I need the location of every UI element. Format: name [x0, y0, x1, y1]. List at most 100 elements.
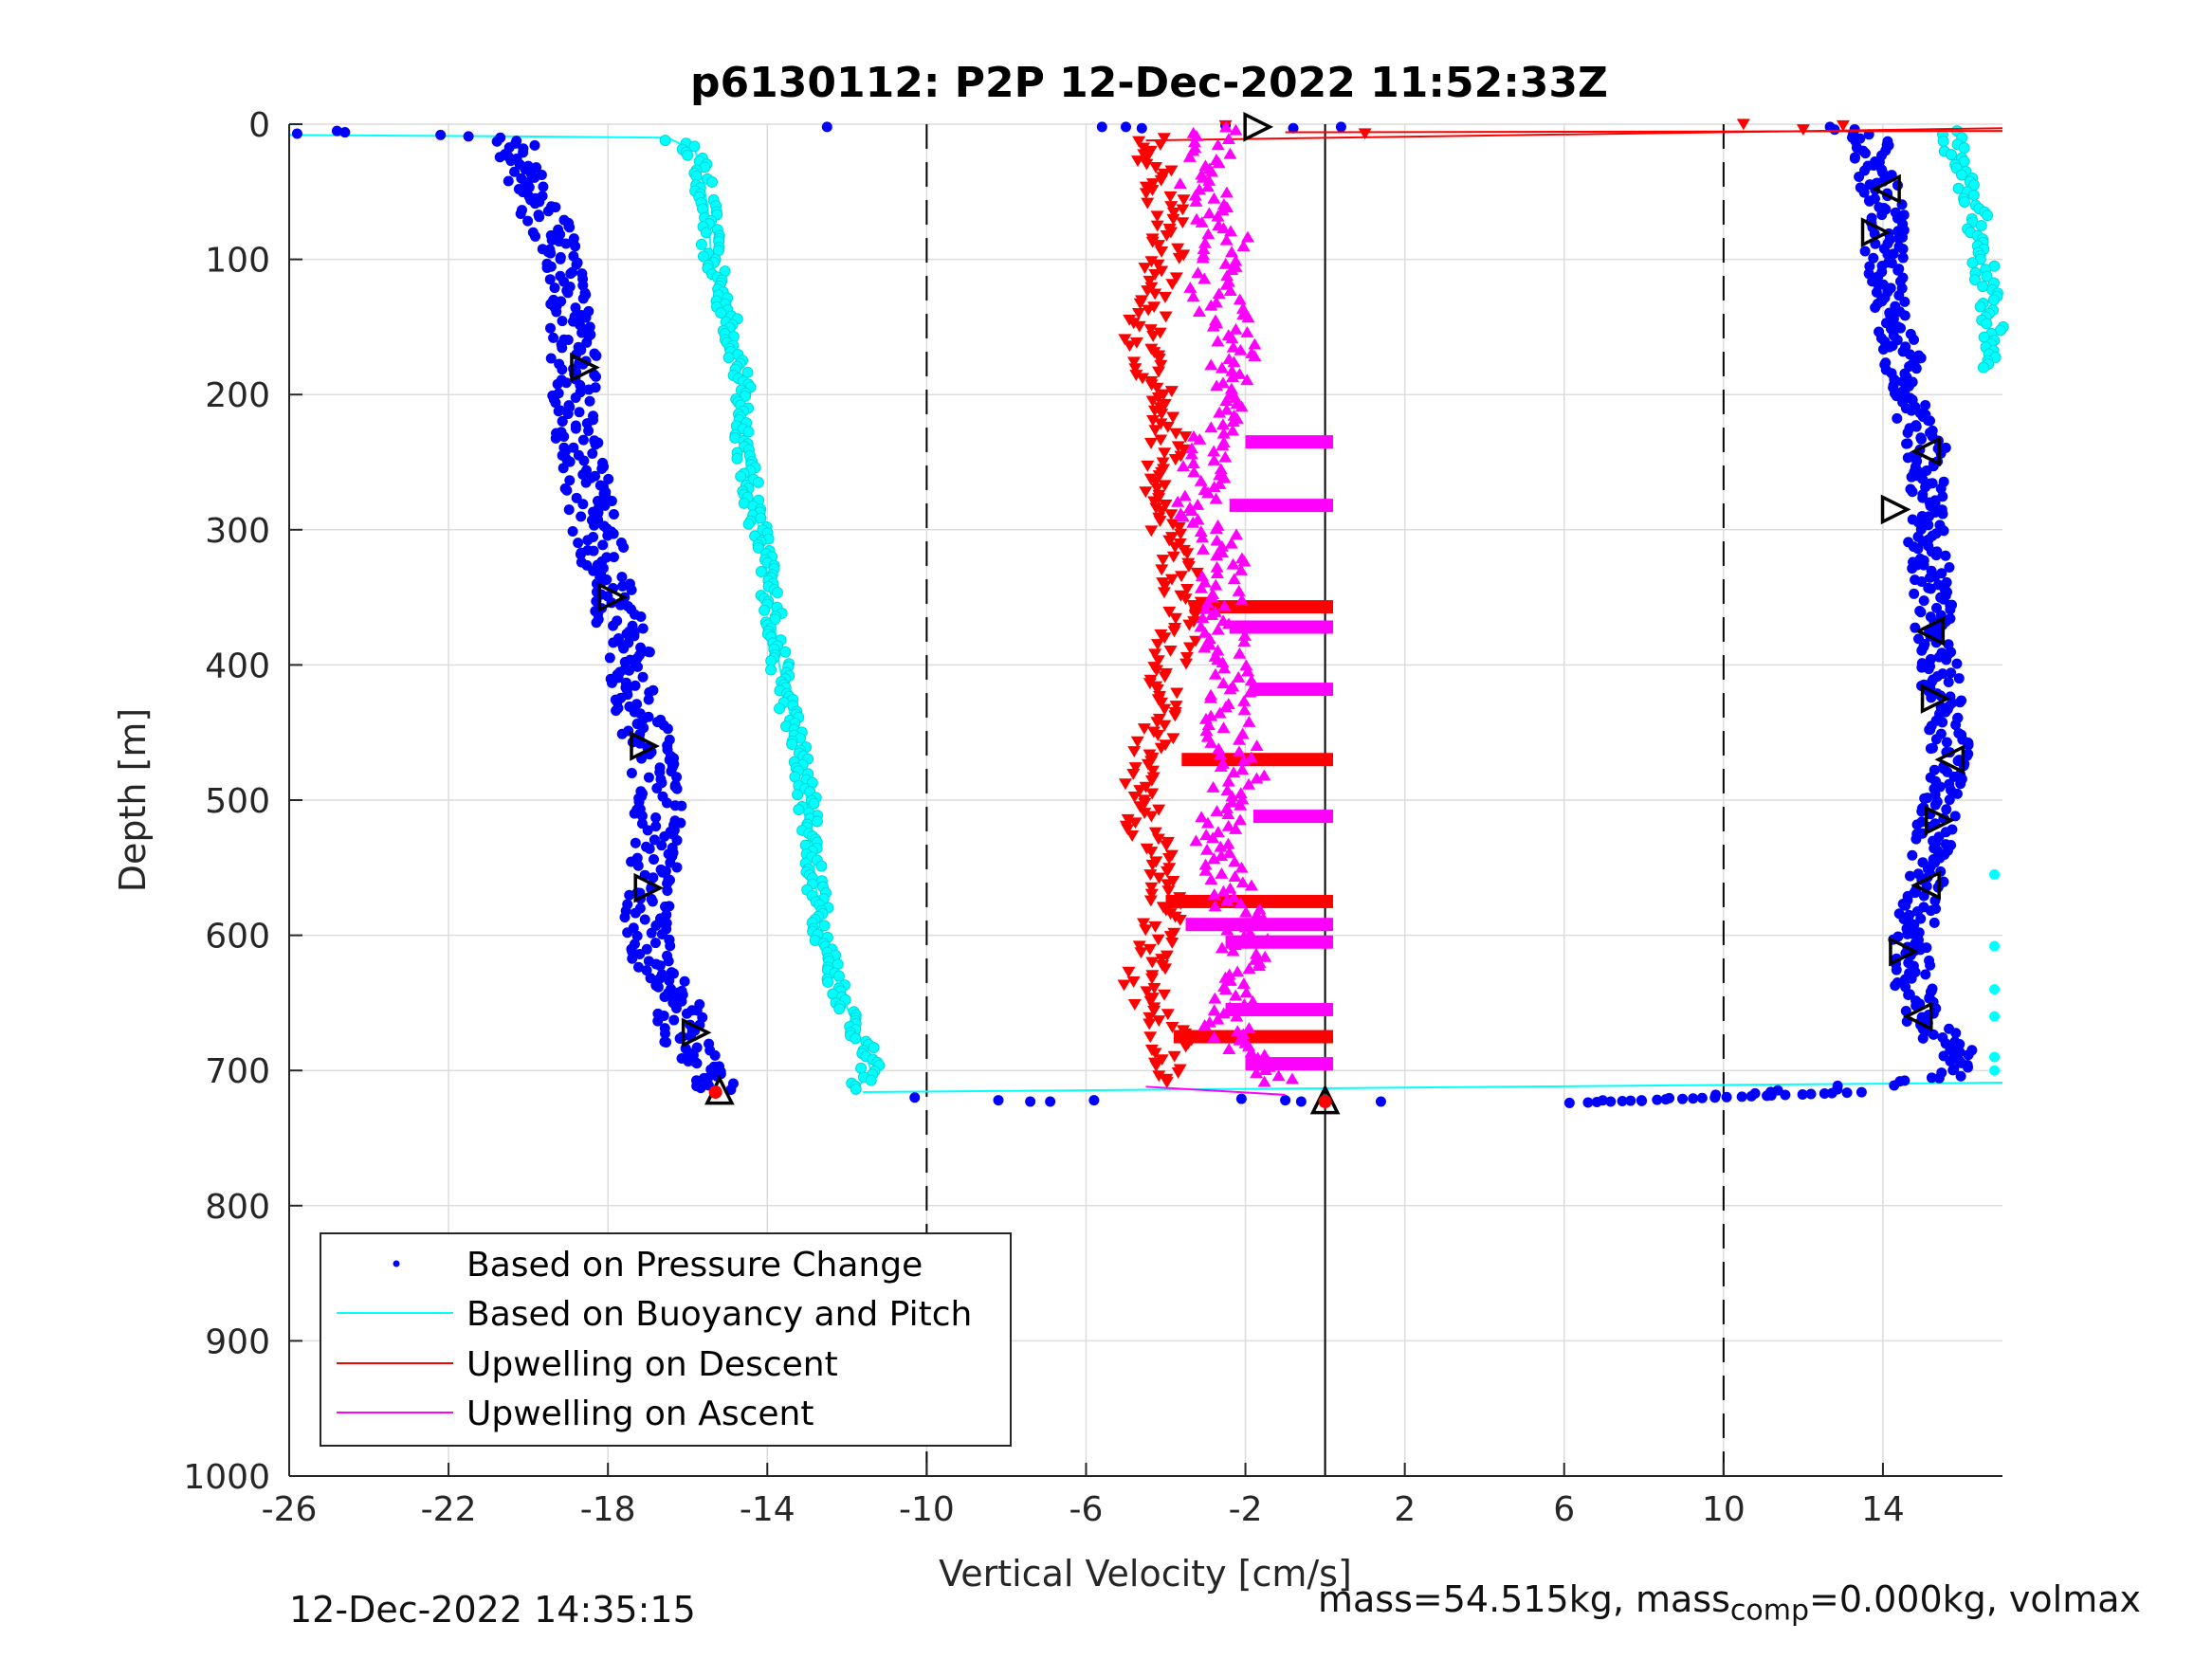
pressure-point	[560, 377, 572, 389]
descent-point	[1150, 684, 1164, 696]
pressure-point	[679, 975, 690, 987]
pressure-point	[1941, 654, 1952, 665]
descent-point	[1151, 833, 1165, 846]
ascent-point	[1244, 674, 1258, 685]
descent-point	[1141, 197, 1155, 210]
pressure-point	[635, 642, 647, 653]
buoyancy-point	[752, 476, 764, 488]
pressure-point	[1096, 121, 1107, 133]
ascent-point	[1191, 498, 1205, 510]
pressure-point	[570, 392, 581, 404]
descent-point	[1158, 580, 1172, 592]
pressure-point	[577, 499, 589, 510]
pressure-point	[538, 181, 549, 192]
ascent-point	[1225, 332, 1239, 344]
pressure-point	[1940, 550, 1951, 561]
ascent-point	[1235, 876, 1250, 888]
ascent-point	[1219, 801, 1234, 813]
descent-point	[1147, 1005, 1161, 1017]
pressure-point	[652, 981, 664, 993]
ascent-point	[1198, 602, 1213, 614]
pressure-point	[1805, 1088, 1817, 1100]
descent-point	[1139, 181, 1153, 193]
y-tick-label: 600	[205, 918, 270, 957]
pressure-point	[1902, 427, 1913, 438]
ascent-point	[1216, 439, 1230, 451]
buoyancy-point	[742, 426, 755, 438]
upwelling-band	[1245, 435, 1334, 449]
ascent-point	[1209, 522, 1223, 534]
ascent-point	[1234, 798, 1248, 811]
legend: Based on Pressure Change Based on Buoyanc…	[320, 1232, 1012, 1447]
ascent-point	[1219, 403, 1234, 415]
descent-point	[1143, 437, 1158, 449]
ascent-point	[1203, 691, 1217, 703]
ascent-point	[1235, 763, 1250, 775]
ascent-point	[1242, 715, 1256, 727]
descent-point	[1796, 124, 1810, 137]
ascent-point	[1226, 557, 1240, 570]
descent-line	[1285, 130, 2003, 134]
pressure-point	[1563, 1097, 1575, 1108]
pressure-point	[1870, 301, 1881, 313]
pressure-point	[691, 1058, 703, 1069]
pressure-point	[568, 442, 579, 453]
upwelling-band	[1225, 935, 1334, 949]
marker-triangle	[1925, 805, 1955, 836]
ascent-point	[1207, 191, 1221, 204]
descent-point	[1144, 888, 1159, 901]
pressure-point	[626, 584, 637, 595]
descent-point	[1132, 136, 1146, 148]
pressure-point	[291, 128, 302, 139]
pressure-point	[1907, 563, 1918, 574]
descent-point	[1142, 304, 1156, 317]
x-tick-label: -18	[580, 1490, 636, 1529]
ascent-point	[1223, 284, 1237, 296]
pressure-point	[659, 991, 670, 1002]
ascent-point	[1239, 986, 1253, 998]
buoyancy-point	[1989, 1065, 2001, 1076]
pressure-point	[1911, 819, 1923, 830]
ascent-point	[1188, 189, 1202, 201]
descent-point	[1132, 940, 1146, 953]
buoyancy-point	[1975, 219, 1987, 231]
ascent-point	[1250, 739, 1264, 751]
pressure-point	[639, 914, 650, 925]
ascent-point	[1219, 233, 1234, 246]
ascent-point	[1221, 808, 1235, 820]
pressure-point	[1937, 508, 1948, 520]
marker-triangle	[1880, 494, 1911, 525]
descent-point	[1117, 979, 1131, 992]
x-tick-label: 2	[1394, 1490, 1416, 1529]
descent-point	[1179, 1041, 1193, 1053]
pressure-point	[681, 1008, 692, 1019]
pressure-point	[1856, 1086, 1867, 1098]
ascent-point	[1189, 194, 1203, 207]
buoyancy-point	[1937, 135, 1949, 147]
pressure-point	[573, 538, 584, 549]
buoyancy-point	[850, 1032, 862, 1045]
ascent-point	[1215, 849, 1229, 862]
pressure-point	[529, 198, 540, 210]
pressure-point	[1919, 793, 1930, 804]
pressure-point	[1925, 905, 1936, 917]
ascent-point	[1214, 760, 1228, 772]
ascent-point	[1222, 1043, 1236, 1054]
buoyancy-point	[735, 470, 747, 483]
ascent-point	[1223, 147, 1237, 159]
pressure-point	[1854, 171, 1865, 182]
ascent-point	[1220, 269, 1234, 282]
descent-point	[1159, 499, 1173, 511]
ascent-point	[1233, 647, 1247, 659]
ascent-point	[1221, 617, 1235, 629]
ascent-point	[1199, 829, 1214, 841]
descent-point	[1125, 830, 1140, 842]
buoyancy-point	[1982, 210, 1994, 222]
pressure-point	[635, 611, 647, 623]
pressure-point	[637, 623, 649, 634]
ascent-point	[1216, 1007, 1231, 1019]
pressure-point	[1907, 486, 1918, 498]
x-tick-label: -14	[740, 1490, 795, 1529]
pressure-point	[597, 539, 609, 551]
buoyancy-line	[863, 1082, 2003, 1094]
